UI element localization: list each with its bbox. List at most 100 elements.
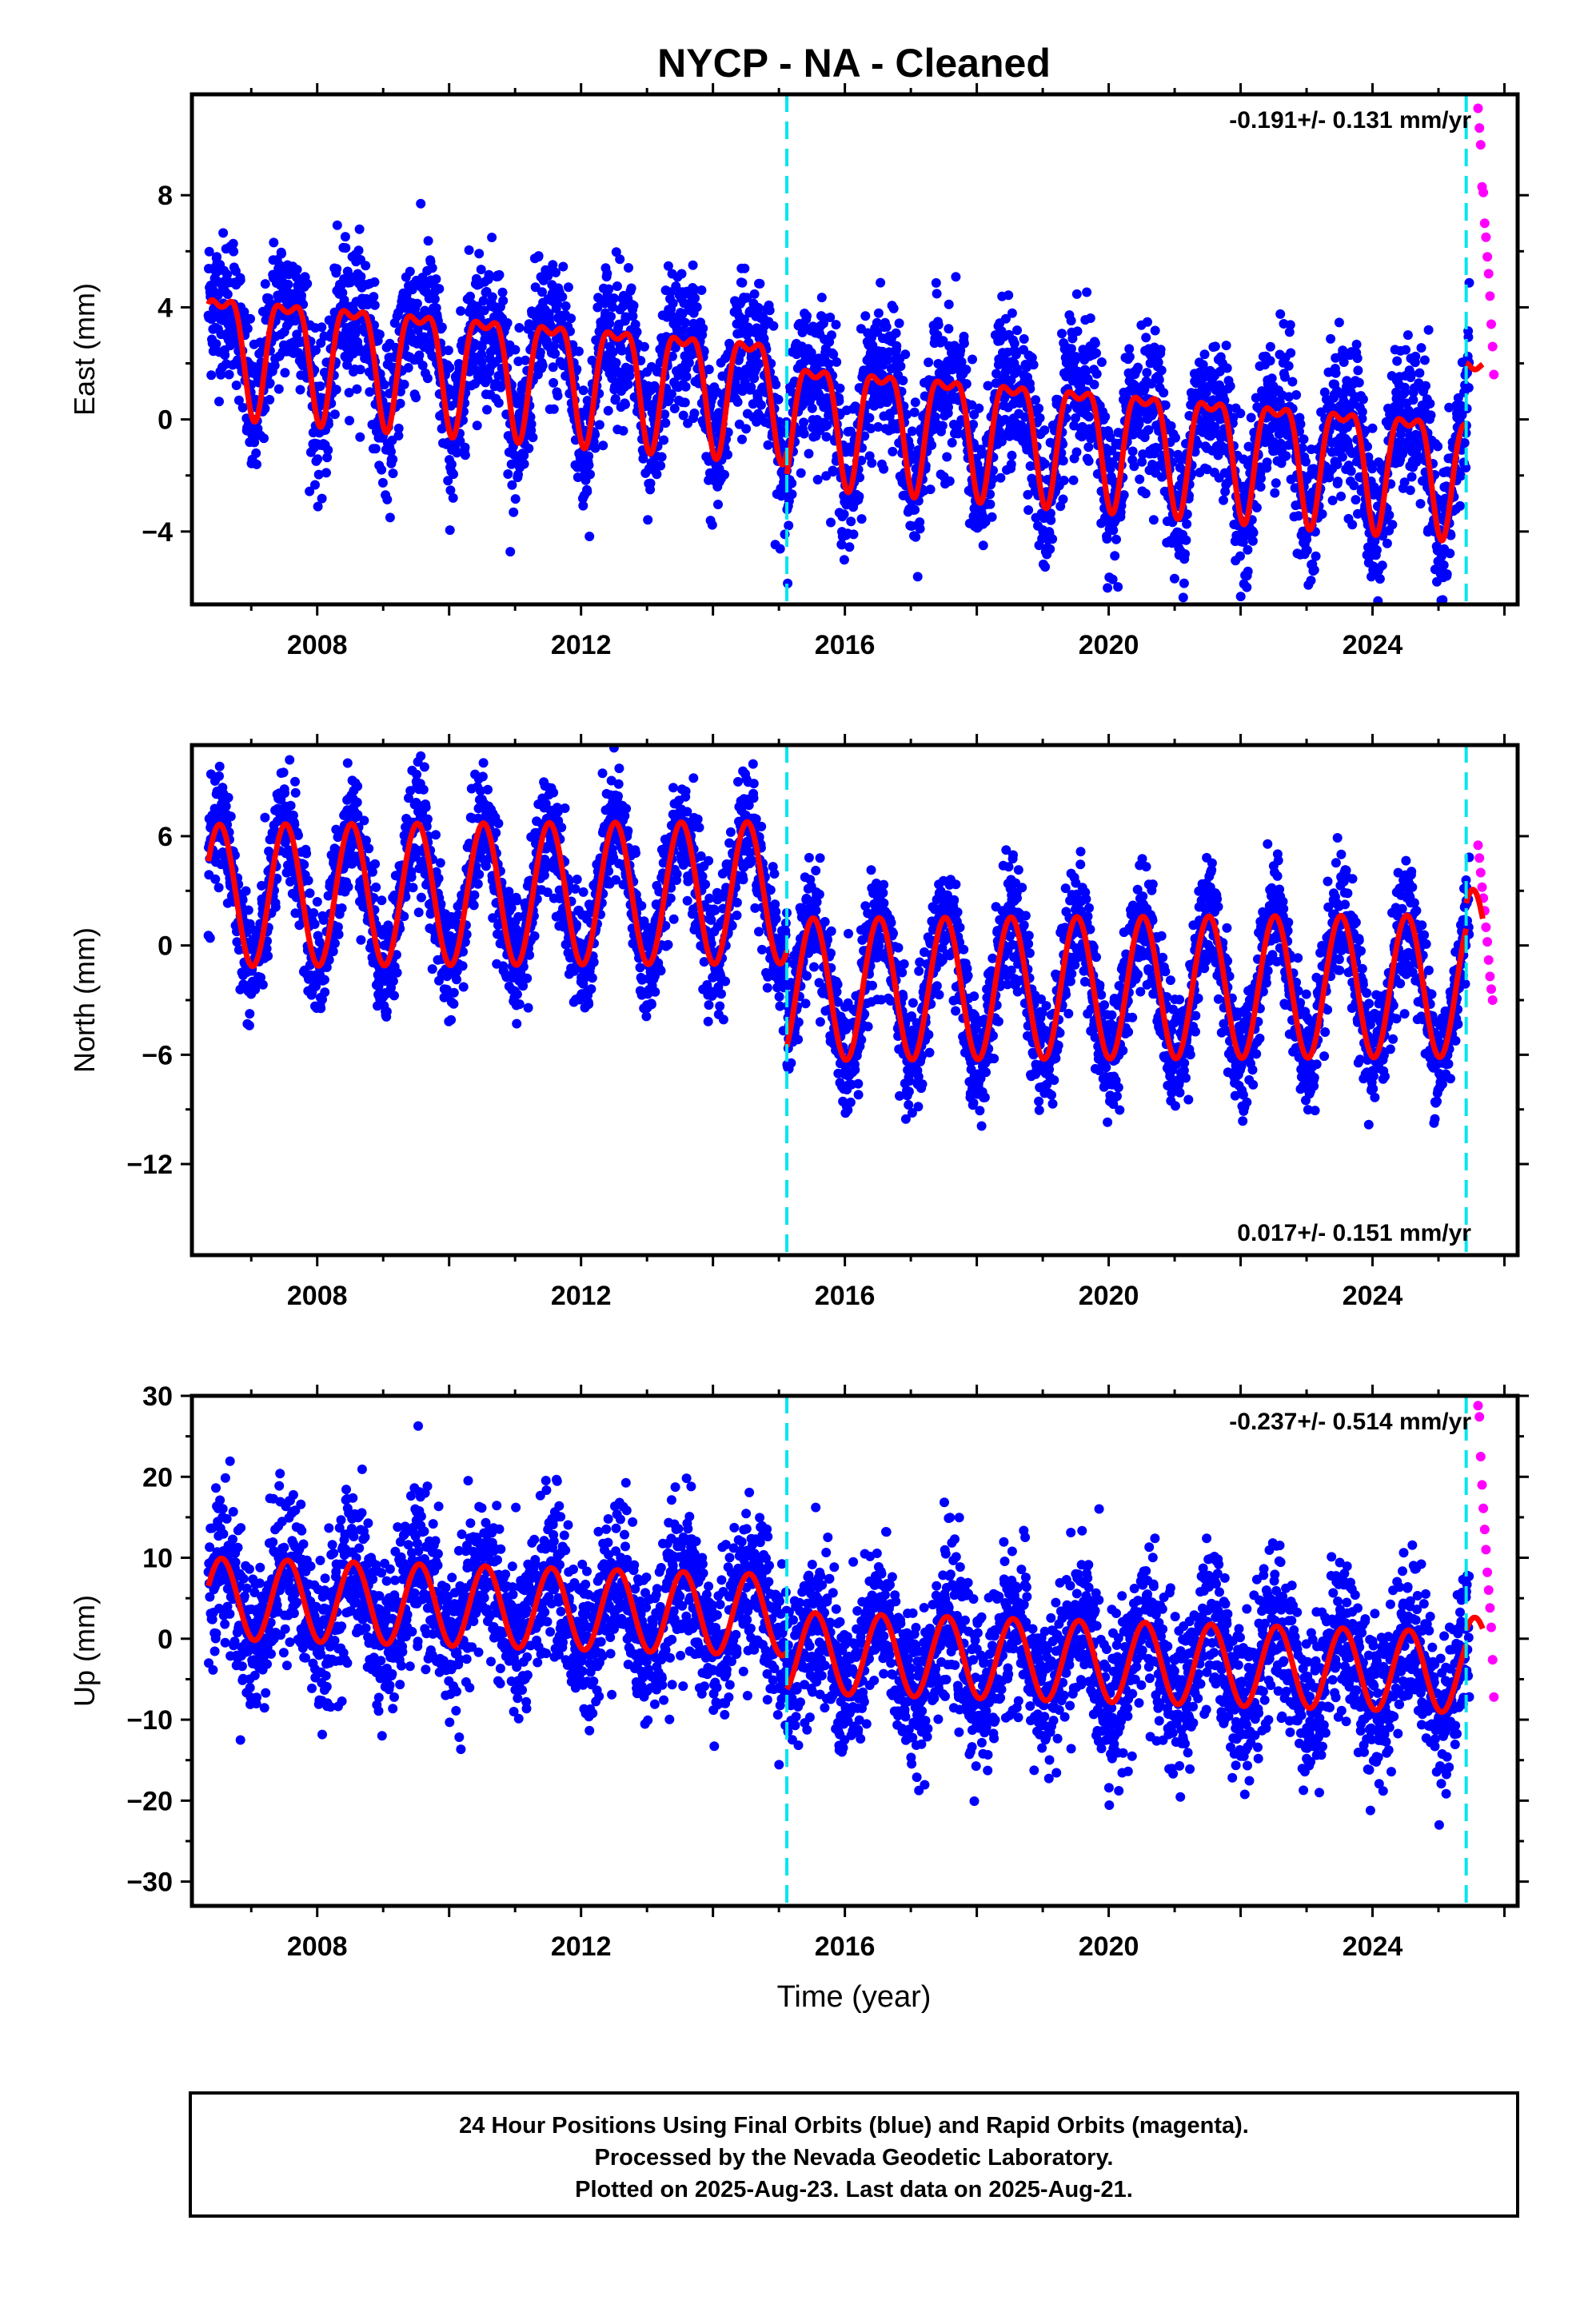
y-tick-label: 4	[158, 293, 173, 323]
final-orbit-point	[354, 245, 364, 255]
final-orbit-point	[252, 460, 261, 469]
final-orbit-point	[477, 265, 486, 274]
final-orbit-point	[534, 251, 544, 261]
final-orbit-point	[836, 384, 845, 393]
final-orbit-point	[1031, 395, 1040, 405]
final-orbit-point	[944, 402, 953, 412]
final-orbit-point	[1425, 399, 1434, 409]
final-orbit-point	[799, 417, 808, 427]
final-orbit-point	[754, 303, 764, 313]
final-orbit-point	[708, 520, 717, 530]
final-orbit-point	[551, 268, 561, 277]
final-orbit-point	[784, 520, 793, 530]
final-orbit-point	[1351, 495, 1361, 504]
final-orbit-point	[465, 245, 474, 255]
final-orbit-point	[521, 356, 530, 365]
final-orbit-point	[1310, 565, 1319, 575]
final-orbit-point	[667, 389, 676, 399]
final-orbit-point	[221, 802, 231, 811]
final-orbit-point	[343, 759, 353, 768]
final-orbit-point	[737, 435, 747, 444]
final-orbit-point	[1358, 407, 1367, 417]
final-orbit-point	[1125, 352, 1135, 361]
final-orbit-point	[1219, 496, 1228, 505]
final-orbit-point	[1248, 536, 1258, 546]
final-orbit-point	[879, 464, 888, 474]
final-orbit-point	[934, 320, 944, 329]
final-orbit-point	[1286, 349, 1295, 358]
final-orbit-point	[456, 306, 465, 316]
final-orbit-point	[553, 391, 563, 401]
final-orbit-point	[817, 293, 827, 302]
final-orbit-point	[378, 478, 388, 488]
final-orbit-point	[948, 438, 957, 448]
final-orbit-point	[370, 301, 380, 310]
final-orbit-point	[860, 311, 870, 321]
final-orbit-point	[332, 385, 341, 394]
rapid-orbit-point	[1486, 320, 1496, 329]
final-orbit-point	[1407, 472, 1417, 482]
final-orbit-point	[771, 380, 780, 389]
final-orbit-point	[1086, 313, 1095, 323]
final-orbit-point	[832, 320, 841, 329]
final-orbit-point	[1113, 582, 1123, 592]
final-orbit-point	[808, 404, 817, 413]
final-orbit-point	[1368, 424, 1378, 433]
final-orbit-point	[1307, 576, 1316, 585]
x-tick-label: 2008	[287, 630, 348, 660]
rapid-orbit-point	[1485, 291, 1494, 301]
rapid-orbit-point	[1481, 233, 1490, 242]
final-orbit-point	[1222, 341, 1231, 350]
final-orbit-point	[1211, 341, 1220, 351]
final-orbit-point	[286, 801, 296, 811]
final-orbit-point	[1271, 478, 1281, 488]
final-orbit-point	[927, 440, 936, 450]
final-orbit-point	[528, 433, 537, 442]
final-orbit-point	[668, 298, 678, 308]
final-orbit-point	[1291, 390, 1301, 400]
final-orbit-point	[220, 350, 229, 360]
final-orbit-point	[1097, 357, 1107, 367]
final-orbit-point	[1082, 288, 1091, 297]
final-orbit-point	[1352, 340, 1362, 349]
final-orbit-point	[652, 469, 661, 479]
final-orbit-point	[320, 987, 329, 997]
final-orbit-point	[1091, 338, 1100, 348]
final-orbit-point	[213, 725, 222, 735]
final-orbit-point	[461, 450, 470, 460]
final-orbit-point	[611, 394, 620, 404]
final-orbit-point	[226, 811, 236, 821]
final-orbit-point	[1236, 592, 1246, 601]
final-orbit-point	[892, 329, 901, 338]
final-orbit-point	[566, 313, 576, 323]
rapid-orbit-point	[1474, 104, 1483, 114]
final-orbit-point	[677, 269, 687, 279]
final-orbit-point	[1157, 365, 1167, 375]
final-orbit-point	[938, 421, 948, 431]
final-orbit-point	[822, 432, 832, 441]
final-orbit-point	[1067, 316, 1076, 325]
final-orbit-point	[1410, 352, 1420, 361]
final-orbit-point	[1347, 466, 1356, 476]
final-orbit-point	[1029, 360, 1039, 369]
final-orbit-point	[737, 278, 747, 288]
final-orbit-point	[309, 908, 318, 918]
final-orbit-point	[1007, 451, 1017, 460]
final-orbit-point	[1384, 510, 1394, 520]
final-orbit-point	[520, 459, 529, 468]
final-orbit-point	[224, 793, 233, 803]
final-orbit-point	[371, 444, 381, 453]
final-orbit-point	[385, 512, 395, 522]
final-orbit-point	[215, 762, 225, 771]
final-orbit-point	[223, 289, 233, 299]
final-orbit-point	[388, 455, 397, 464]
final-orbit-point	[413, 299, 422, 309]
final-orbit-point	[776, 544, 785, 554]
final-orbit-point	[1464, 383, 1474, 393]
final-orbit-point	[396, 399, 405, 409]
final-orbit-point	[995, 473, 1005, 483]
final-orbit-point	[911, 532, 920, 542]
final-orbit-point	[1151, 326, 1160, 336]
y-tick-label: 8	[158, 181, 173, 211]
